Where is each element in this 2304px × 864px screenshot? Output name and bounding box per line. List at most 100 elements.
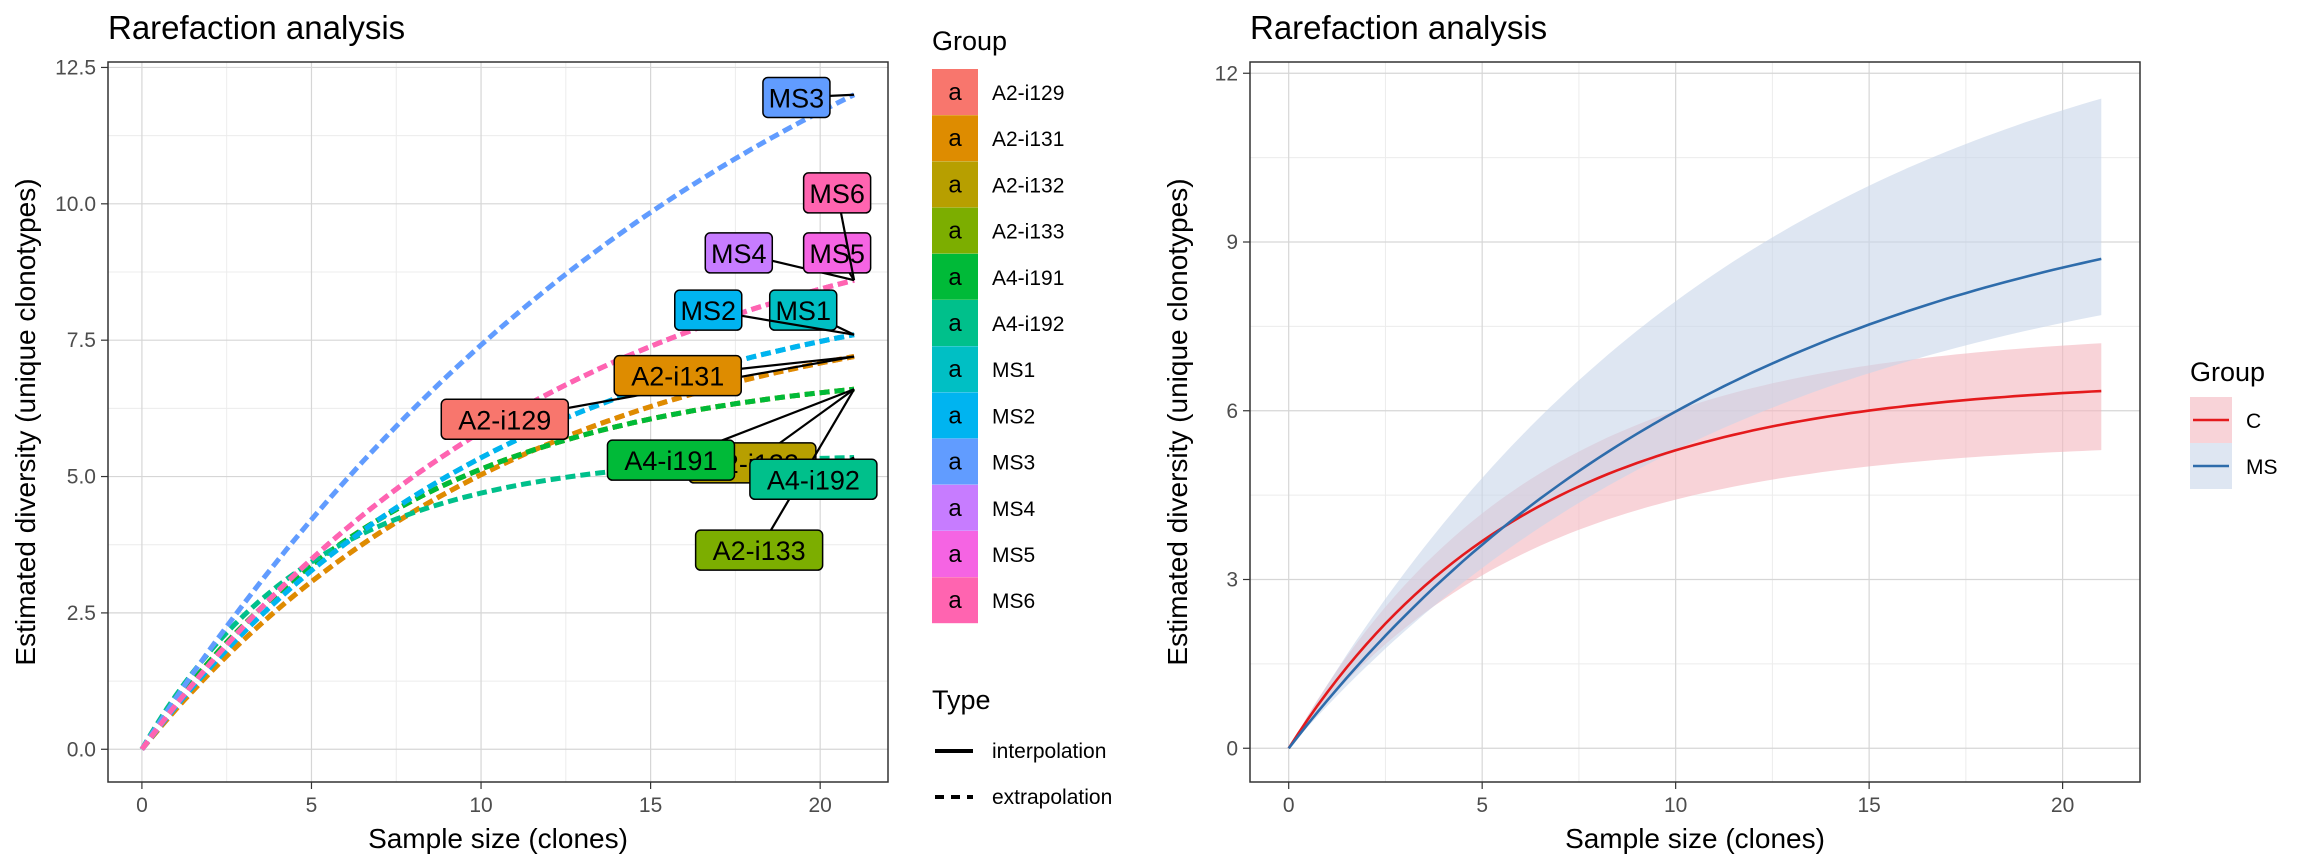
legend-key-ms1 (932, 346, 978, 393)
left-y-tick-label: 0.0 (67, 738, 96, 761)
left-x-tick-label: 5 (306, 794, 318, 817)
right-chart-ticks: 0 5 10 15 20 0 3 6 9 12 (1215, 62, 2075, 817)
legend-label-a2-i132: A2-i132 (992, 174, 1064, 197)
right-y-tick-label: 6 (1226, 400, 1238, 423)
legend-key-glyph: a (948, 495, 962, 522)
label-text-a2-i129: A2-i129 (458, 405, 551, 435)
right-y-axis-title: Estimated diversity (unique clonotypes) (1162, 178, 1193, 665)
label-text-a4-i192: A4-i192 (767, 465, 860, 495)
label-text-a2-i131: A2-i131 (631, 362, 724, 392)
right-ci-ribbon-c (1288, 343, 2102, 749)
left-chart-legend: Group a A2-i129 a A2-i131 a A2-i132 a A2-i133 a A… (932, 26, 1112, 809)
label-text-ms2: MS2 (680, 296, 736, 326)
left-x-tick-label: 20 (808, 794, 831, 817)
legend-key-glyph: a (948, 171, 962, 198)
right-chart-series (1287, 98, 2102, 750)
label-box-ms3 (762, 76, 831, 119)
label-text-ms4: MS4 (711, 239, 767, 269)
left-y-tick-label: 12.5 (55, 56, 96, 79)
right-y-tick-label: 0 (1226, 737, 1238, 760)
left-x-tick-label: 10 (469, 794, 492, 817)
left-chart-ticks: 0 5 10 15 20 0.0 2.5 5.0 7.5 10.0 12.5 (55, 56, 832, 817)
label-box-a2-i129 (440, 398, 570, 441)
legend-extrapolation-label: extrapolation (992, 786, 1112, 809)
legend-key-glyph: a (948, 79, 962, 106)
right-y-tick-label: 3 (1226, 569, 1238, 592)
label-box-ms1 (768, 289, 838, 331)
legend-label-a2-i129: A2-i129 (992, 82, 1064, 105)
left-x-axis-title: Sample size (clones) (368, 823, 628, 854)
right-legend-title: Group (2190, 357, 2265, 387)
legend-key-ms2 (932, 392, 978, 439)
legend-key-glyph: a (948, 310, 962, 337)
legend-key-a2-i132 (932, 161, 978, 208)
legend-key-glyph: a (948, 218, 962, 245)
right-y-tick-label: 12 (1215, 62, 1238, 85)
left-series-line-ms3 (139, 92, 856, 751)
label-text-a2-i133: A2-i133 (713, 536, 806, 566)
left-plot-panel (107, 61, 889, 783)
label-text-ms5: MS5 (809, 239, 865, 269)
legend-key-a2-i133 (932, 207, 978, 254)
right-legend-label-c: C (2246, 410, 2261, 433)
left-x-tick-label: 0 (136, 794, 148, 817)
legend-key-glyph: a (948, 125, 962, 152)
legend-key-a4-i192 (932, 300, 978, 346)
label-box-ms6 (802, 172, 872, 214)
right-x-tick-label: 0 (1283, 794, 1295, 817)
label-box-ms4 (704, 232, 774, 274)
left-chart: Rarefaction analysis A2-i129 A2-i131 A2-i1… (10, 9, 1112, 854)
label-box-a2-i131 (613, 354, 742, 397)
legend-label-a2-i133: A2-i133 (992, 221, 1064, 244)
right-chart: Rarefaction analysis 0 5 10 15 20 0 3 6 9 12 Samp… (1162, 9, 2278, 854)
legend-key-glyph: a (948, 356, 962, 383)
label-box-ms5 (802, 232, 872, 274)
legend-key-a4-i191 (932, 253, 978, 300)
legend-label-a2-i131: A2-i131 (992, 128, 1064, 151)
left-y-tick-label: 10.0 (55, 193, 96, 216)
right-x-tick-label: 10 (1664, 794, 1687, 817)
right-ci-ribbon-ms (1288, 98, 2102, 749)
legend-key-glyph: a (948, 264, 962, 291)
legend-interpolation-label: interpolation (992, 740, 1106, 763)
left-legend-group-title: Group (932, 26, 1007, 56)
legend-key-glyph: a (948, 541, 962, 568)
legend-key-glyph: a (948, 402, 962, 429)
label-text-a4-i191: A4-i191 (624, 446, 717, 476)
left-y-tick-label: 5.0 (67, 466, 96, 489)
left-y-tick-label: 2.5 (67, 602, 96, 625)
right-chart-legend: Group C MS (2190, 357, 2278, 489)
left-legend-type-title: Type (932, 685, 991, 715)
legend-key-a2-i129 (932, 69, 978, 115)
legend-label-ms5: MS5 (992, 544, 1035, 567)
legend-key-glyph: a (948, 449, 962, 476)
label-box-a4-i191 (606, 439, 736, 481)
left-x-tick-label: 15 (639, 794, 662, 817)
right-x-tick-label: 15 (1857, 794, 1880, 817)
right-legend-keys: C MS (2190, 397, 2278, 489)
legend-label-ms6: MS6 (992, 590, 1035, 613)
right-legend-label-ms: MS (2246, 456, 2278, 479)
label-text-ms6: MS6 (809, 179, 865, 209)
left-chart-title: Rarefaction analysis (108, 9, 405, 46)
label-text-ms1: MS1 (775, 296, 831, 326)
right-chart-title: Rarefaction analysis (1250, 9, 1547, 46)
label-box-a2-i133 (694, 529, 824, 571)
legend-key-a2-i131 (932, 115, 978, 162)
legend-label-ms3: MS3 (992, 452, 1035, 475)
legend-key-ms5 (932, 531, 978, 577)
right-series-line-ms (1287, 257, 2102, 750)
legend-key-ms3 (932, 438, 978, 485)
legend-key-glyph: a (948, 587, 962, 614)
left-chart-series (139, 92, 856, 751)
left-legend-group-keys: a A2-i129 a A2-i131 a A2-i132 a A2-i133 a A4-i191… (932, 69, 1064, 624)
legend-label-ms2: MS2 (992, 405, 1035, 428)
legend-key-ms6 (932, 577, 978, 624)
left-y-tick-label: 7.5 (67, 329, 96, 352)
right-series-line-c (1287, 389, 2102, 750)
right-x-axis-title: Sample size (clones) (1565, 823, 1825, 854)
right-y-tick-label: 9 (1226, 231, 1238, 254)
label-box-a4-i192 (749, 458, 878, 501)
left-chart-labels: A2-i129A2-i131A2-i132A2-i133A4-i191A4-i1… (440, 76, 878, 571)
